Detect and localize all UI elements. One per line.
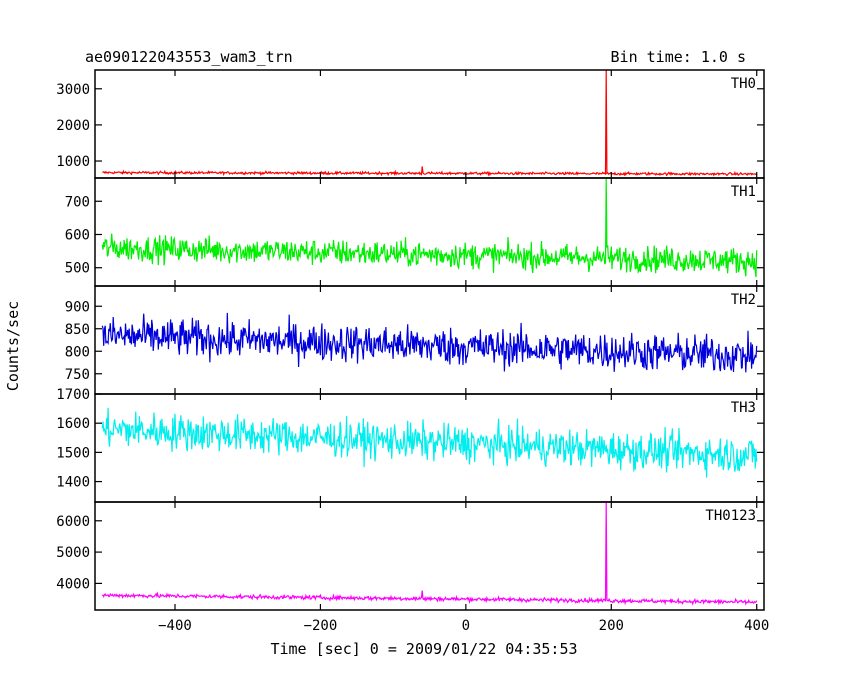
y-tick-label-th2: 750 bbox=[65, 367, 90, 383]
x-tick-label: −200 bbox=[304, 618, 338, 634]
y-tick-label-th3: 1600 bbox=[56, 416, 90, 432]
y-tick-label-th2: 800 bbox=[65, 344, 90, 360]
y-tick-label-th3: 1700 bbox=[56, 387, 90, 403]
series-th2-line bbox=[101, 312, 758, 373]
panel-th0123-label: TH0123 bbox=[705, 508, 756, 524]
series-th0-line bbox=[102, 69, 758, 177]
y-tick-label-th0123: 4000 bbox=[56, 576, 90, 592]
y-tick-label-th1: 500 bbox=[65, 261, 90, 277]
series-th0123-line bbox=[101, 501, 758, 606]
y-tick-label-th0: 3000 bbox=[56, 82, 90, 98]
x-tick-label: 0 bbox=[462, 618, 470, 634]
y-tick-label-th0: 1000 bbox=[56, 154, 90, 170]
y-tick-label-th0: 2000 bbox=[56, 118, 90, 134]
y-tick-label-th3: 1400 bbox=[56, 475, 90, 491]
y-axis-label: Counts/sec bbox=[4, 301, 22, 391]
panel-th1-label: TH1 bbox=[731, 184, 756, 200]
y-tick-label-th1: 700 bbox=[65, 194, 90, 210]
panel-th2-label: TH2 bbox=[731, 292, 756, 308]
panel-th0123-frame bbox=[94, 501, 765, 611]
y-tick-label-th2: 850 bbox=[65, 322, 90, 338]
y-tick-label-th2: 900 bbox=[65, 299, 90, 315]
series-th1-line bbox=[101, 177, 758, 278]
x-tick-label: 200 bbox=[599, 618, 624, 634]
panel-th1-frame bbox=[94, 177, 765, 287]
x-tick-label: 400 bbox=[744, 618, 769, 634]
panel-th0-frame bbox=[94, 69, 765, 179]
series-th3-line bbox=[101, 407, 758, 478]
panel-th3-label: TH3 bbox=[731, 400, 756, 416]
y-tick-label-th1: 600 bbox=[65, 227, 90, 243]
y-tick-label-th3: 1500 bbox=[56, 445, 90, 461]
chart-title-right: Bin time: 1.0 s bbox=[611, 48, 746, 66]
x-tick-label: −400 bbox=[158, 618, 192, 634]
panel-th0-label: TH0 bbox=[731, 76, 756, 92]
y-tick-label-th0123: 6000 bbox=[56, 514, 90, 530]
y-tick-label-th0123: 5000 bbox=[56, 545, 90, 561]
chart-title-left: ae090122043553_wam3_trn bbox=[85, 48, 293, 66]
x-axis-label: Time [sec] 0 = 2009/01/22 04:35:53 bbox=[270, 640, 577, 658]
